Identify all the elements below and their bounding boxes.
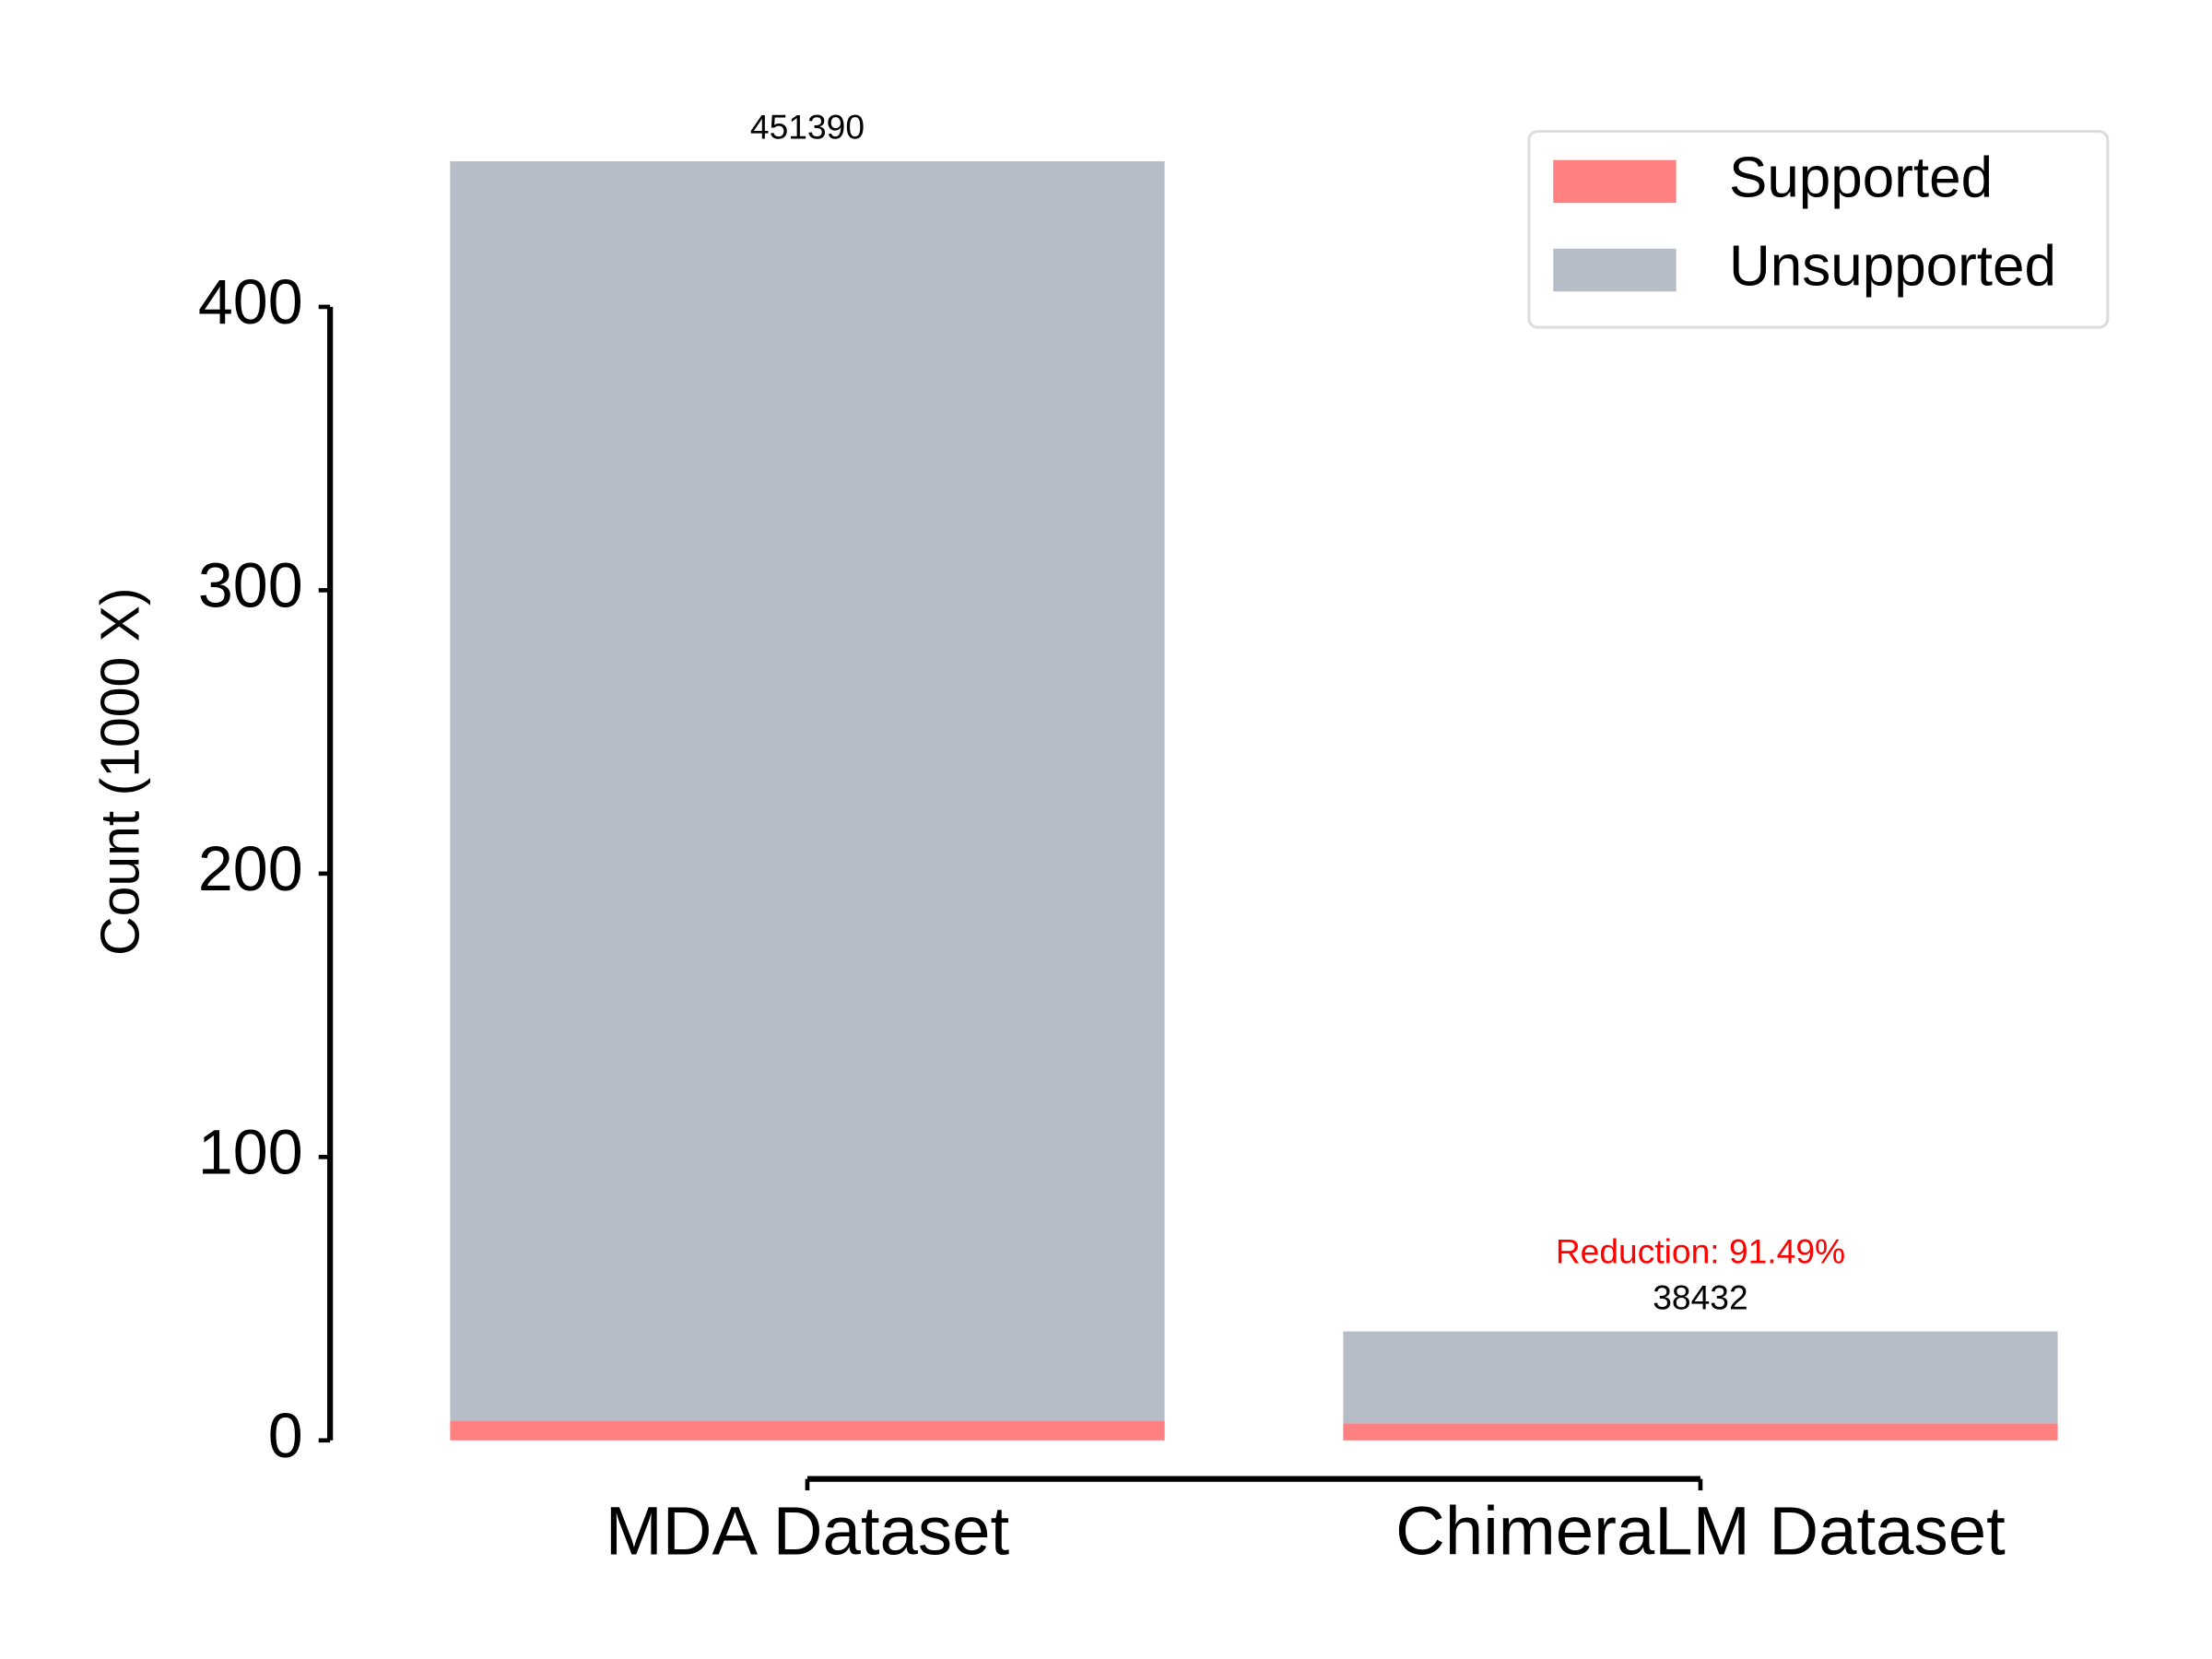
y-tick-label: 100 bbox=[198, 1117, 303, 1187]
y-tick-label: 400 bbox=[198, 267, 303, 337]
legend-swatch bbox=[1553, 248, 1677, 292]
y-tick-label: 0 bbox=[268, 1401, 303, 1471]
bar-segment bbox=[1343, 1423, 2058, 1441]
legend-label: Unsupported bbox=[1729, 234, 2056, 298]
bar-segment bbox=[450, 1420, 1165, 1441]
y-tick-label: 200 bbox=[198, 834, 303, 904]
total-label: 451390 bbox=[750, 108, 865, 147]
total-label: 38432 bbox=[1653, 1277, 1747, 1316]
legend-label: Supported bbox=[1729, 146, 1993, 209]
x-tick-label: ChimeraLM Dataset bbox=[1395, 1492, 2006, 1569]
legend-swatch bbox=[1553, 159, 1677, 204]
annotation: Reduction: 91.49% bbox=[1556, 1232, 1845, 1271]
bar-segment bbox=[1343, 1331, 2058, 1424]
x-tick-label: MDA Dataset bbox=[606, 1492, 1010, 1569]
y-tick-label: 300 bbox=[198, 550, 303, 620]
y-axis-label: Count (1000 X) bbox=[90, 587, 150, 956]
bar-segment bbox=[450, 160, 1165, 1421]
